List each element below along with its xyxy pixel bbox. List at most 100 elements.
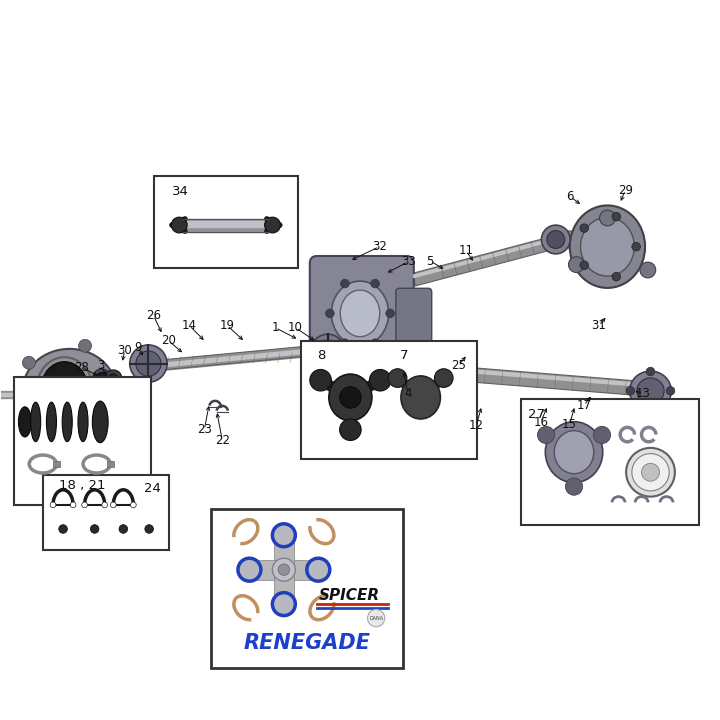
Ellipse shape xyxy=(600,210,616,226)
Ellipse shape xyxy=(580,217,634,276)
Text: 4: 4 xyxy=(405,387,412,400)
Ellipse shape xyxy=(23,349,116,431)
Circle shape xyxy=(310,369,331,391)
Ellipse shape xyxy=(545,422,603,482)
Ellipse shape xyxy=(541,225,570,254)
FancyBboxPatch shape xyxy=(396,288,432,342)
Circle shape xyxy=(22,411,35,424)
Text: 29: 29 xyxy=(618,184,633,197)
Polygon shape xyxy=(274,535,294,570)
Text: 13: 13 xyxy=(636,387,651,400)
Ellipse shape xyxy=(136,351,161,376)
Bar xyxy=(521,400,698,525)
Ellipse shape xyxy=(341,290,379,337)
Circle shape xyxy=(90,525,99,534)
Text: 26: 26 xyxy=(146,309,161,322)
Circle shape xyxy=(325,309,334,318)
Circle shape xyxy=(367,610,384,626)
Text: 32: 32 xyxy=(372,240,387,253)
Text: 22: 22 xyxy=(215,434,230,447)
Ellipse shape xyxy=(331,281,389,346)
Text: 15: 15 xyxy=(562,418,577,431)
Ellipse shape xyxy=(340,387,361,408)
Ellipse shape xyxy=(78,402,88,441)
Circle shape xyxy=(646,406,654,415)
Bar xyxy=(211,509,403,668)
Ellipse shape xyxy=(94,402,104,441)
Circle shape xyxy=(612,272,621,281)
Polygon shape xyxy=(66,407,127,425)
Text: 3: 3 xyxy=(96,359,104,372)
Circle shape xyxy=(341,279,349,288)
Polygon shape xyxy=(568,231,633,251)
Polygon shape xyxy=(249,559,284,580)
Ellipse shape xyxy=(130,345,167,382)
Ellipse shape xyxy=(171,217,187,233)
Ellipse shape xyxy=(630,371,671,410)
Circle shape xyxy=(78,428,91,441)
Ellipse shape xyxy=(19,407,32,437)
Ellipse shape xyxy=(31,402,41,441)
Polygon shape xyxy=(284,559,318,580)
Circle shape xyxy=(565,478,582,495)
Ellipse shape xyxy=(272,593,295,616)
Bar xyxy=(14,377,150,505)
Text: 20: 20 xyxy=(161,334,176,347)
Circle shape xyxy=(646,367,654,376)
Text: 11: 11 xyxy=(459,245,474,258)
Bar xyxy=(301,341,477,459)
Text: 18 , 21: 18 , 21 xyxy=(59,479,106,492)
Ellipse shape xyxy=(637,378,664,404)
Polygon shape xyxy=(274,570,294,604)
Circle shape xyxy=(369,369,391,391)
Text: 10: 10 xyxy=(288,321,303,334)
Ellipse shape xyxy=(569,257,584,272)
Bar xyxy=(154,176,297,268)
Text: 12: 12 xyxy=(469,420,484,433)
Text: 34: 34 xyxy=(172,185,189,198)
Ellipse shape xyxy=(632,454,669,491)
Text: SPICER: SPICER xyxy=(319,588,379,603)
Circle shape xyxy=(108,374,118,384)
Circle shape xyxy=(386,309,395,318)
Circle shape xyxy=(130,502,136,508)
Circle shape xyxy=(626,387,635,395)
Polygon shape xyxy=(447,366,644,396)
Text: 23: 23 xyxy=(197,423,212,436)
Circle shape xyxy=(666,387,675,395)
Ellipse shape xyxy=(310,334,345,369)
Text: 31: 31 xyxy=(591,319,606,332)
Ellipse shape xyxy=(272,558,295,581)
Ellipse shape xyxy=(626,448,675,497)
Polygon shape xyxy=(412,235,559,286)
Circle shape xyxy=(388,369,407,387)
Ellipse shape xyxy=(46,402,56,441)
Text: 33: 33 xyxy=(400,256,415,269)
Text: 30: 30 xyxy=(117,344,132,357)
FancyBboxPatch shape xyxy=(325,348,395,371)
Circle shape xyxy=(278,564,289,575)
Circle shape xyxy=(612,212,621,221)
Ellipse shape xyxy=(307,558,330,581)
Ellipse shape xyxy=(329,374,372,420)
Circle shape xyxy=(580,261,588,269)
Circle shape xyxy=(580,224,588,233)
Ellipse shape xyxy=(640,262,656,278)
Text: 8: 8 xyxy=(317,349,325,362)
Text: 25: 25 xyxy=(451,359,467,372)
Circle shape xyxy=(59,525,68,534)
Circle shape xyxy=(632,243,640,251)
Circle shape xyxy=(371,279,379,288)
Text: 16: 16 xyxy=(534,416,548,429)
Circle shape xyxy=(537,426,554,444)
Ellipse shape xyxy=(41,361,88,415)
Text: 6: 6 xyxy=(567,190,574,203)
Ellipse shape xyxy=(554,431,594,474)
Ellipse shape xyxy=(92,401,108,443)
Text: 14: 14 xyxy=(182,319,197,332)
Ellipse shape xyxy=(642,463,660,481)
Circle shape xyxy=(113,384,126,397)
Text: 5: 5 xyxy=(427,255,434,268)
Text: DANA: DANA xyxy=(369,616,383,621)
Circle shape xyxy=(119,525,127,534)
